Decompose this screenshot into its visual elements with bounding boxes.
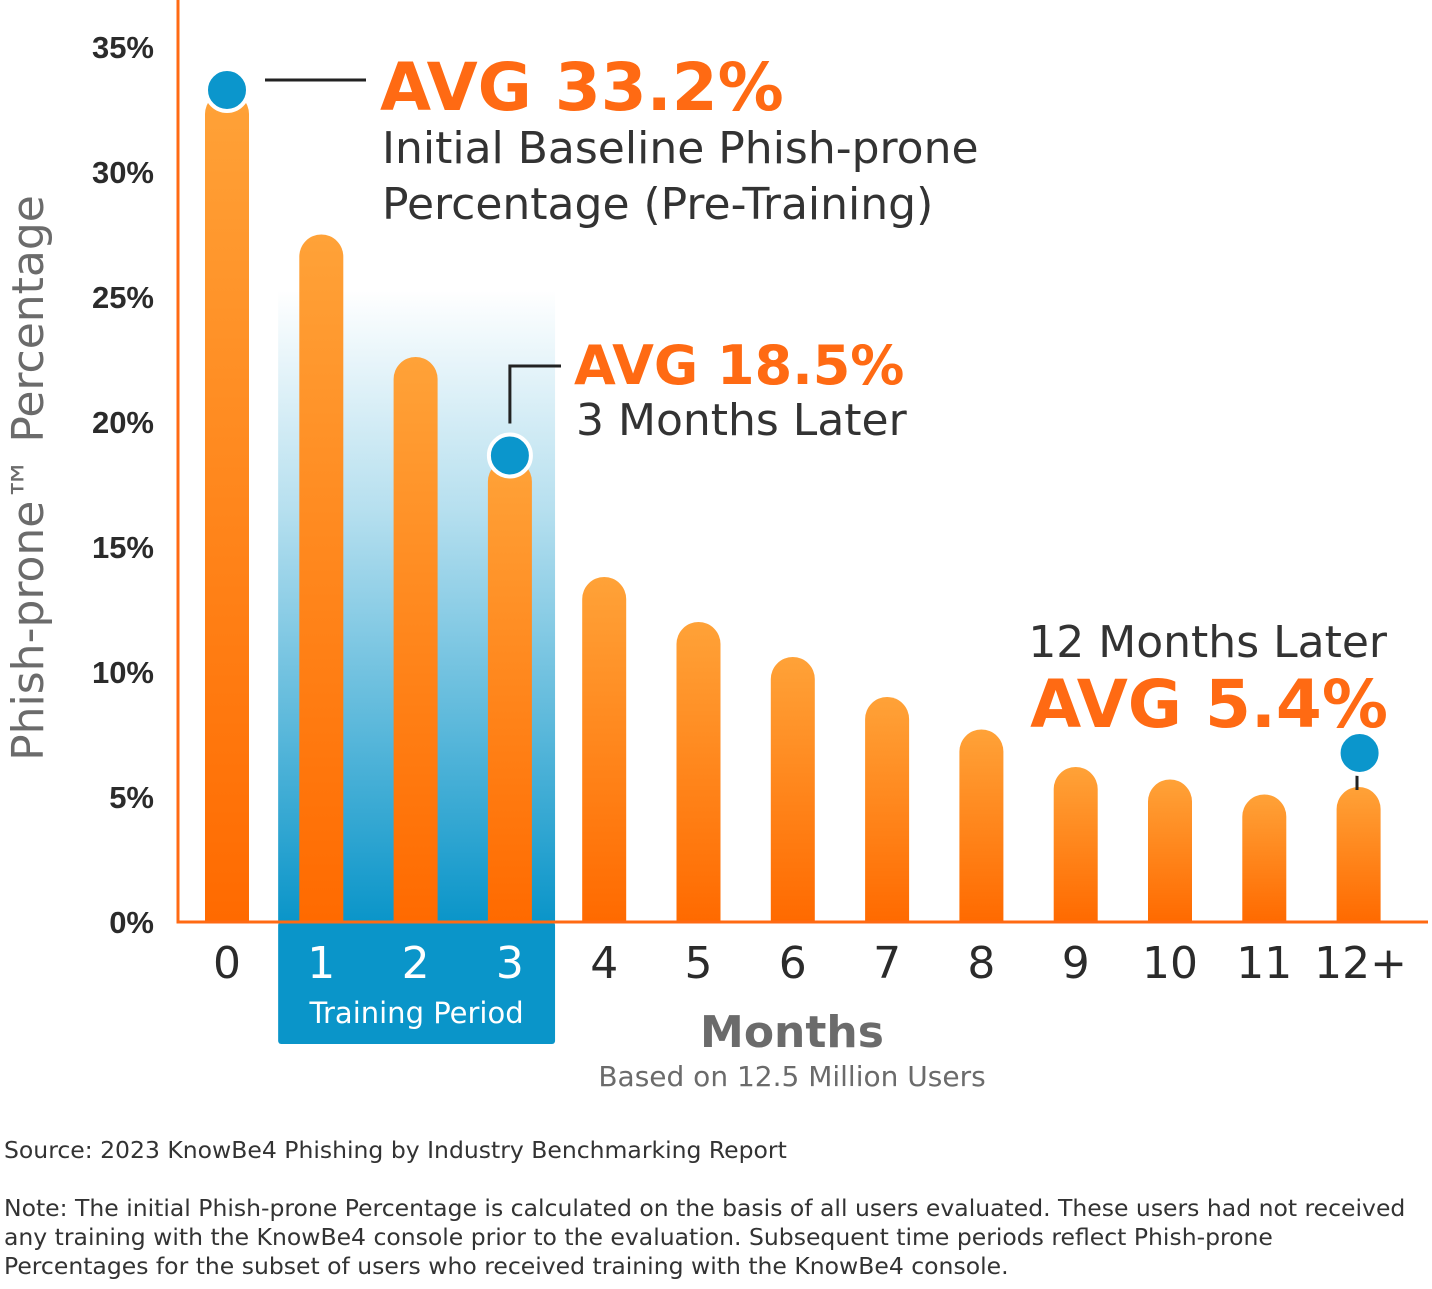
y-tick-label: 10% [92, 655, 154, 690]
y-tick-label: 20% [92, 405, 154, 440]
x-tick-label: 7 [873, 938, 901, 989]
y-tick-label: 25% [92, 280, 154, 315]
y-tick-label: 30% [92, 155, 154, 190]
highlight-marker-3-months [486, 432, 533, 479]
x-tick-label: 3 [496, 938, 524, 989]
x-tick-label: 1 [307, 938, 335, 989]
bar-month-10 [1148, 779, 1192, 922]
y-tick-label: 0% [109, 905, 154, 940]
y-tick-label: 15% [92, 530, 154, 565]
bar-month-4 [582, 577, 627, 922]
x-tick-label: 12+ [1314, 938, 1407, 989]
x-axis-title: Months [700, 1007, 884, 1058]
bar-month-6 [770, 657, 815, 922]
bar-month-1 [299, 234, 344, 922]
annotation-baseline-headline: AVG 33.2% [380, 49, 784, 126]
bar-month-9 [1053, 767, 1098, 922]
y-tick-label: 5% [109, 780, 154, 815]
annotation-12-months-headline: AVG 5.4% [1030, 666, 1388, 743]
y-axis-title: Phish-prone™ Percentage [3, 195, 54, 761]
annotation-baseline-text-line-2: Percentage (Pre-Training) [382, 179, 933, 230]
x-tick-label: 10 [1142, 938, 1198, 989]
highlight-marker-12-months [1336, 730, 1383, 776]
methodology-note: Note: The initial Phish-prone Percentage… [4, 1194, 1406, 1280]
x-tick-label: 4 [590, 938, 618, 989]
x-tick-label: 11 [1236, 938, 1292, 989]
bar-month-7 [865, 697, 910, 922]
x-tick-label: 0 [213, 938, 241, 989]
bar-month-3 [487, 459, 532, 922]
y-tick-label: 35% [92, 30, 154, 65]
bar-month-8 [959, 729, 1004, 922]
annotation-baseline-text-line-1: Initial Baseline Phish-prone [382, 123, 979, 174]
x-tick-label: 6 [779, 938, 807, 989]
training-period-label-box [278, 922, 556, 1044]
training-period-label: Training Period [309, 996, 524, 1030]
bar-month-11 [1242, 794, 1287, 922]
annotation-3-months-headline: AVG 18.5% [574, 334, 904, 397]
annotation-3-months-leader [508, 364, 561, 424]
source-note: Source: 2023 KnowBe4 Phishing by Industr… [4, 1136, 787, 1164]
highlight-marker-baseline [204, 67, 250, 113]
x-tick-label: 9 [1062, 938, 1090, 989]
annotation-12-months-text: 12 Months Later [1028, 617, 1388, 668]
x-tick-label: 5 [685, 938, 713, 989]
x-tick-label: 8 [967, 938, 995, 989]
x-tick-label: 2 [402, 938, 430, 989]
bar-month-5 [676, 622, 721, 922]
bar-month-2 [393, 357, 438, 923]
bar-month-12-plus [1336, 787, 1381, 922]
x-axis-subtitle: Based on 12.5 Million Users [598, 1060, 985, 1093]
bar-month-0 [205, 92, 249, 922]
phish-prone-bar-chart: Training Period 0% 5% 10% 15% 20% 25% 30% 35% 0… [3, 0, 1428, 1093]
annotation-3-months-text: 3 Months Later [576, 395, 908, 446]
